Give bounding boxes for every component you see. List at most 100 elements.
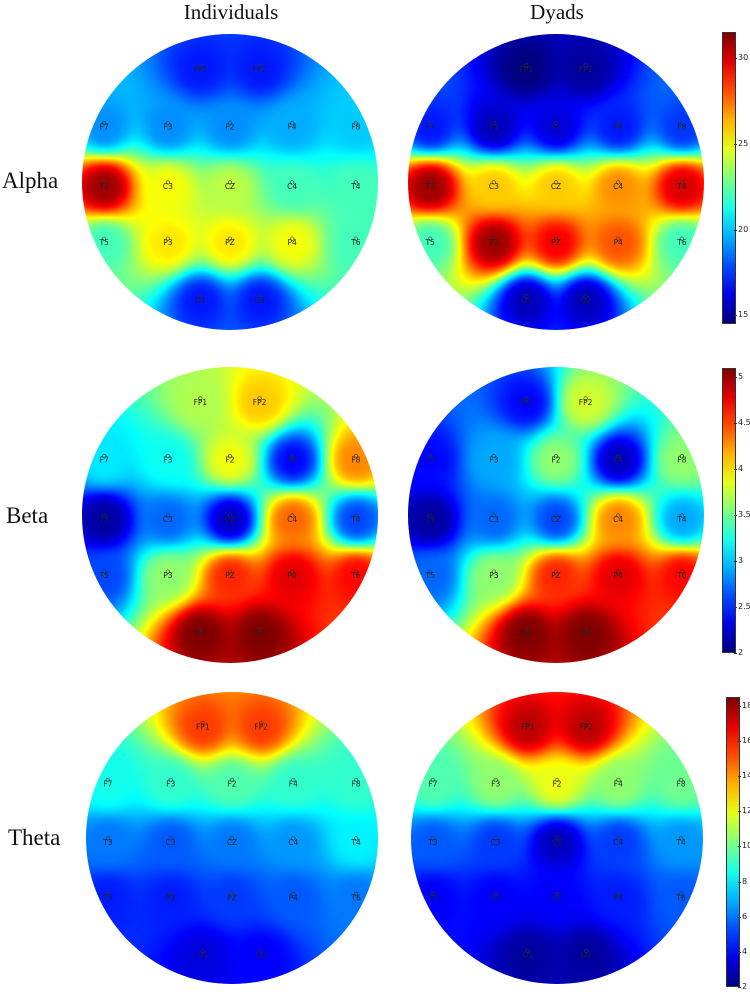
colorbar-tick-label: 2.5 bbox=[738, 602, 750, 612]
electrode-label-c3: C3 bbox=[489, 182, 499, 191]
electrode-marker bbox=[616, 180, 621, 185]
colorbar-tick-label: 5 bbox=[738, 372, 744, 382]
electrode-marker bbox=[583, 294, 588, 299]
electrode-label-c3: C3 bbox=[163, 515, 173, 524]
electrode-marker bbox=[290, 454, 295, 459]
colorbar-tick-mark bbox=[734, 315, 737, 317]
electrode-marker bbox=[428, 180, 433, 185]
electrode-marker bbox=[354, 836, 359, 841]
electrode-label-c4: C4 bbox=[287, 182, 297, 191]
electrode-marker bbox=[524, 627, 529, 632]
heatmap-field bbox=[408, 34, 704, 330]
electrode-label-t6: T6 bbox=[350, 893, 361, 902]
electrode-marker bbox=[168, 836, 173, 841]
electrode-label-fp2: FP2 bbox=[254, 723, 268, 732]
electrode-marker bbox=[165, 513, 170, 518]
electrode-label-f4: F4 bbox=[614, 456, 623, 465]
colorbar-tick-mark bbox=[734, 143, 737, 145]
electrode-label-o2: O2 bbox=[581, 950, 592, 959]
electrode-label-pz: PZ bbox=[225, 571, 235, 580]
electrode-marker bbox=[291, 777, 296, 783]
electrode-label-f7: F7 bbox=[428, 779, 437, 788]
colorbar-tick-label: 15 bbox=[738, 310, 749, 320]
electrode-marker bbox=[491, 236, 496, 241]
colorbar-tick-mark bbox=[738, 705, 741, 707]
electrode-marker bbox=[200, 720, 205, 726]
colorbar-alpha: 15 20 25 30 bbox=[722, 32, 750, 324]
electrode-label-t3: T3 bbox=[102, 838, 113, 847]
electrode-label-p4: P4 bbox=[614, 571, 624, 580]
electrode-marker bbox=[430, 777, 436, 783]
electrode-label-p3: P3 bbox=[491, 893, 501, 902]
colorbar-tick-mark bbox=[734, 607, 737, 609]
colorbar-tick-label: 6 bbox=[742, 911, 748, 921]
electrode-marker bbox=[584, 720, 589, 726]
electrode-marker bbox=[583, 396, 588, 401]
electrode-marker bbox=[354, 777, 359, 783]
electrode-marker bbox=[493, 836, 498, 841]
electrode-marker bbox=[491, 180, 496, 185]
electrode-label-f7: F7 bbox=[100, 456, 109, 465]
colorbar-tick-label: 20 bbox=[738, 224, 749, 234]
colorbar-tick-label: 18 bbox=[742, 700, 750, 710]
electrode-label-fp1: FP1 bbox=[520, 65, 534, 74]
electrode-label-p4: P4 bbox=[289, 893, 299, 902]
electrode-label-t4: T4 bbox=[676, 515, 687, 524]
electrode-label-f8: F8 bbox=[677, 456, 686, 465]
electrode-marker bbox=[102, 180, 107, 185]
electrode-label-t3: T3 bbox=[99, 515, 110, 524]
colorbar-gradient bbox=[722, 32, 736, 324]
electrode-label-f4: F4 bbox=[289, 779, 298, 788]
electrode-label-fp1: FP1 bbox=[194, 398, 208, 407]
electrode-label-t6: T6 bbox=[675, 893, 686, 902]
electrode-marker bbox=[354, 891, 359, 896]
colorbar-tick-label: 4.5 bbox=[738, 418, 750, 428]
electrode-label-f3: F3 bbox=[163, 123, 172, 132]
electrode-marker bbox=[165, 454, 170, 459]
electrode-marker bbox=[198, 294, 203, 299]
electrode-marker bbox=[227, 180, 233, 185]
electrode-marker bbox=[165, 121, 170, 126]
electrode-marker bbox=[198, 396, 203, 401]
electrode-label-o1: O1 bbox=[522, 950, 533, 959]
electrode-label-f8: F8 bbox=[351, 456, 360, 465]
electrode-label-f2: F2 bbox=[225, 123, 234, 132]
colorbar-tick-label: 3.5 bbox=[738, 510, 750, 520]
electrode-marker bbox=[200, 948, 205, 953]
electrode-marker bbox=[553, 121, 559, 126]
electrode-marker bbox=[553, 513, 559, 518]
electrode-marker bbox=[679, 121, 684, 126]
electrode-marker bbox=[679, 180, 684, 185]
colorbar-tick-mark bbox=[734, 229, 737, 231]
colorbar-beta: 2 2.5 3 3.5 4 4.5 5 bbox=[722, 368, 750, 657]
electrode-marker bbox=[616, 121, 621, 126]
colorbar-tick-mark bbox=[734, 377, 737, 379]
electrode-label-f8: F8 bbox=[351, 123, 360, 132]
topomap-alpha-dyads: FP1 FP2 F7 F3 F2 F4 F8 T3 C3 CZ C4 T4 T5 P3 PZ P4 T6 O1 O2 bbox=[408, 34, 704, 330]
electrode-label-f7: F7 bbox=[426, 123, 435, 132]
electrode-marker bbox=[168, 777, 173, 783]
electrode-marker bbox=[616, 891, 621, 896]
electrode-label-fp1: FP1 bbox=[520, 398, 534, 407]
electrode-label-f8: F8 bbox=[352, 779, 361, 788]
electrode-marker bbox=[583, 63, 588, 68]
colorbar-tick-mark bbox=[734, 57, 737, 59]
colorbar-tick-label: 4 bbox=[738, 464, 744, 474]
electrode-label-c4: C4 bbox=[613, 515, 623, 524]
electrode-marker bbox=[259, 948, 264, 953]
electrode-label-t3: T3 bbox=[99, 182, 110, 191]
electrode-marker bbox=[105, 891, 110, 896]
electrode-marker bbox=[257, 63, 262, 68]
electrode-marker bbox=[616, 836, 621, 841]
electrode-marker bbox=[493, 891, 498, 896]
electrode-label-pz: PZ bbox=[551, 238, 561, 247]
electrode-marker bbox=[257, 396, 262, 401]
electrode-marker bbox=[353, 180, 358, 185]
colorbar-tick-label: 12 bbox=[742, 806, 750, 816]
electrode-marker bbox=[491, 454, 496, 459]
electrode-label-c4: C4 bbox=[613, 838, 623, 847]
colorbar-tick-label: 2 bbox=[742, 982, 748, 991]
electrode-marker bbox=[227, 513, 233, 518]
electrode-marker bbox=[227, 121, 233, 126]
electrode-label-fp2: FP2 bbox=[253, 398, 267, 407]
